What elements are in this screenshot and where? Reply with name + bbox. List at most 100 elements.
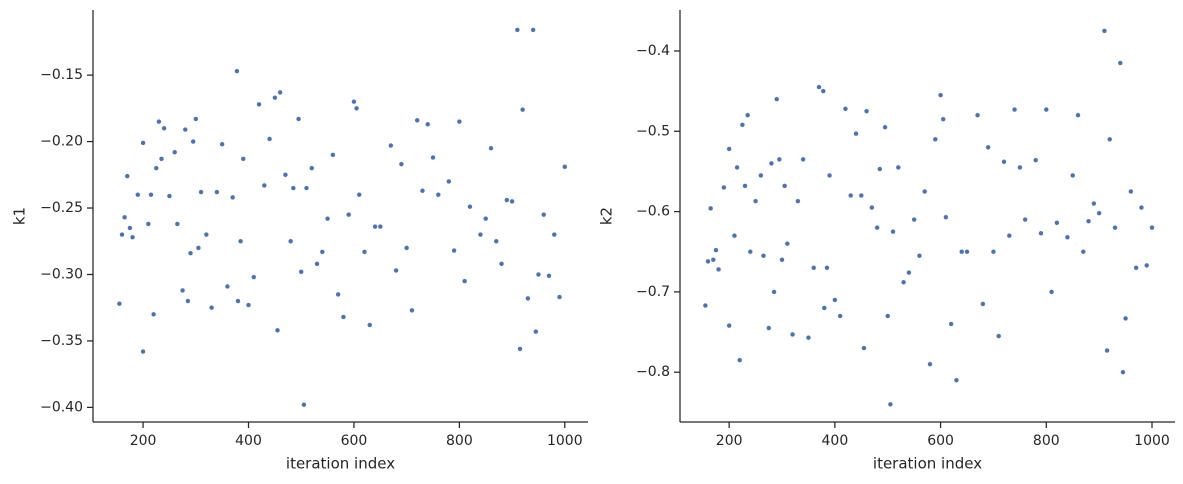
x-tick-label: 400 [235, 433, 262, 449]
y-tick-label: −0.35 [40, 333, 83, 349]
point [122, 214, 128, 220]
point [877, 166, 883, 172]
point [710, 257, 716, 263]
point [795, 198, 801, 204]
point [314, 261, 320, 267]
point [980, 301, 986, 307]
point [1133, 265, 1139, 271]
point [309, 165, 315, 171]
point [705, 258, 711, 264]
y-tick-label: −0.40 [40, 399, 83, 415]
point [127, 225, 133, 231]
point [784, 241, 790, 247]
point [1128, 188, 1134, 195]
point [824, 265, 830, 271]
point [1091, 200, 1097, 207]
y-tick-label: −0.20 [40, 134, 83, 150]
point [324, 216, 331, 222]
point [174, 221, 180, 227]
point [943, 214, 949, 220]
point [721, 184, 727, 191]
point [477, 232, 484, 238]
point [219, 141, 225, 147]
point [940, 116, 946, 122]
point [533, 329, 539, 335]
point [180, 287, 186, 294]
point [760, 253, 767, 259]
point [525, 295, 531, 302]
point [274, 327, 281, 333]
point [739, 122, 745, 128]
point [927, 361, 933, 367]
x-tick-label: 600 [927, 433, 954, 449]
point [1120, 369, 1126, 375]
point [356, 192, 362, 198]
point [726, 146, 732, 152]
point [1022, 217, 1028, 223]
point [752, 198, 759, 204]
point [882, 124, 888, 130]
point [451, 247, 457, 254]
point [1043, 106, 1049, 113]
point [251, 274, 257, 280]
point [1001, 159, 1007, 165]
point [758, 172, 764, 179]
point [1038, 230, 1044, 236]
point [148, 192, 154, 198]
point [498, 261, 505, 267]
point [1070, 172, 1076, 179]
point [353, 105, 360, 111]
point [135, 192, 141, 198]
point [185, 298, 191, 304]
point [425, 121, 431, 127]
point [885, 313, 891, 319]
point [190, 138, 196, 145]
point [140, 140, 146, 146]
point [551, 232, 557, 238]
y-tick-label: −0.15 [40, 67, 83, 83]
point [766, 325, 772, 331]
point [483, 216, 489, 222]
point [906, 270, 912, 276]
point [1017, 164, 1023, 171]
x-axis-label: iteration index [873, 455, 982, 473]
point [282, 172, 289, 178]
point [821, 305, 827, 311]
point [182, 127, 188, 133]
point [116, 301, 122, 307]
point [295, 116, 302, 122]
subplot: 200 400 600 800 1000 −0.40 −0.35 −0.30 −0.25 −0.2… [11, 10, 588, 473]
point [388, 142, 394, 149]
point [726, 323, 732, 329]
point [734, 164, 740, 171]
point [1033, 157, 1039, 163]
point [266, 136, 273, 142]
point [361, 249, 368, 255]
point [319, 249, 325, 255]
point [1107, 136, 1113, 142]
point [900, 279, 907, 285]
point [209, 305, 215, 311]
point [488, 145, 494, 151]
point [509, 198, 515, 204]
point [535, 271, 542, 278]
x-tick-label: 800 [1033, 433, 1060, 449]
point [1054, 220, 1060, 226]
point [853, 131, 859, 137]
point [985, 144, 991, 150]
point [224, 283, 231, 290]
point [238, 238, 244, 244]
point [820, 88, 826, 94]
point [277, 89, 283, 96]
point [842, 106, 849, 112]
point [953, 377, 960, 383]
point [230, 194, 236, 200]
point [771, 289, 777, 295]
x-tick-label: 400 [822, 433, 849, 449]
point [922, 188, 928, 195]
point [731, 233, 738, 239]
point [195, 245, 202, 251]
point [708, 205, 714, 211]
point [129, 234, 136, 240]
point [193, 116, 199, 122]
